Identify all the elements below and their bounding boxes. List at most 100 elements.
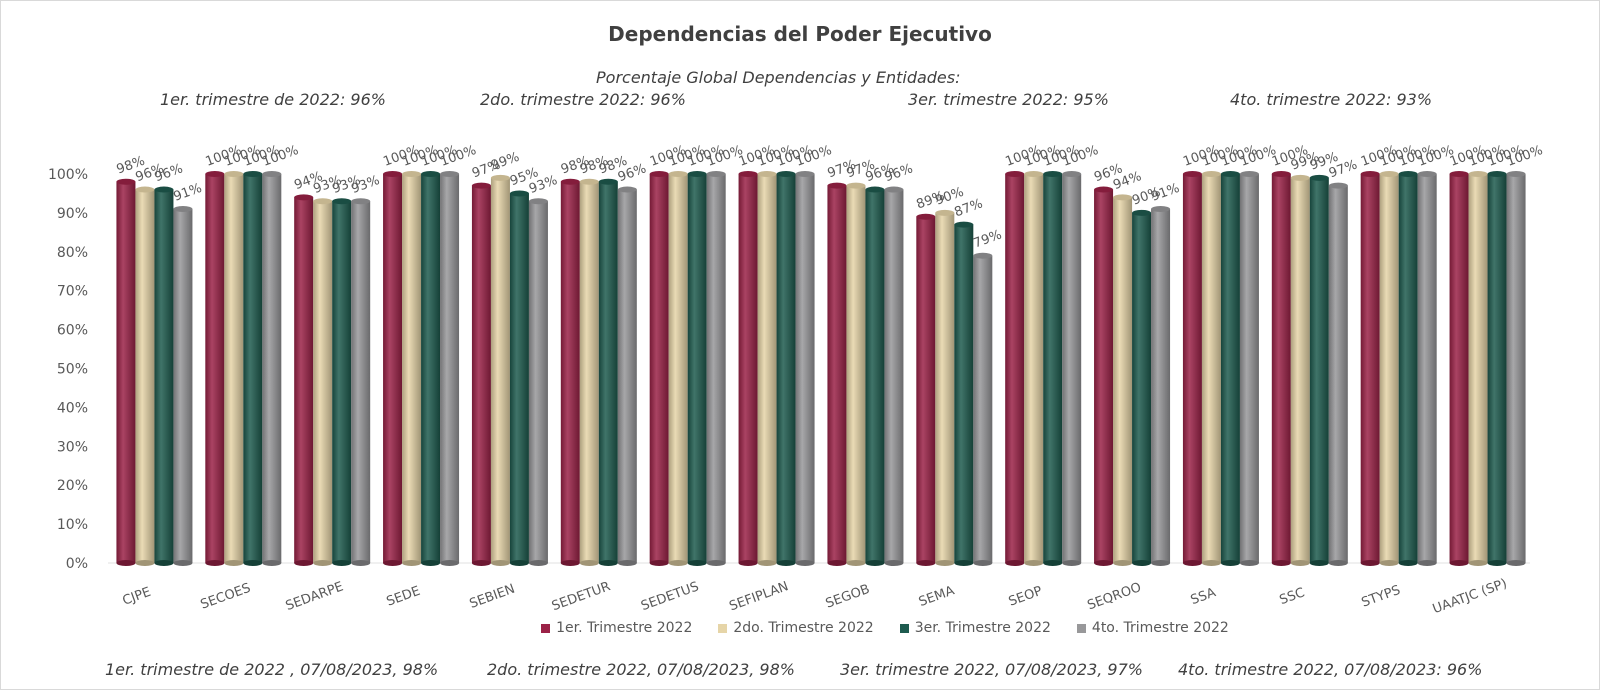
bar-cap — [1239, 171, 1259, 177]
bar — [224, 174, 244, 563]
bar — [440, 174, 460, 563]
bar-base — [224, 560, 244, 566]
bar — [116, 181, 136, 563]
legend-swatch-q4 — [1076, 623, 1086, 633]
bar-cap — [402, 171, 422, 177]
category-label: SEDARPE — [284, 579, 346, 614]
bar-base — [795, 560, 815, 566]
category-label: SECOES — [199, 581, 253, 613]
bar-cap — [1328, 182, 1348, 189]
bar-cap — [294, 194, 314, 201]
bar — [294, 197, 314, 563]
bar-base — [846, 560, 866, 566]
legend-item-q2: 2do. Trimestre 2022 — [718, 620, 874, 636]
bar — [528, 201, 548, 564]
bar-base — [1398, 560, 1418, 566]
bar — [471, 185, 491, 564]
bar — [738, 174, 758, 563]
bar — [795, 174, 815, 563]
bar-base — [1094, 560, 1114, 566]
bar-cap — [916, 213, 936, 220]
bar-cap — [383, 171, 403, 177]
bar-base — [884, 560, 904, 566]
y-tick-label: 0% — [66, 556, 88, 572]
bar — [1506, 174, 1526, 563]
footer-note-q4: 4to. trimestre 2022, 07/08/2023: 96% — [1178, 660, 1483, 679]
category-label: SEMA — [917, 583, 957, 610]
bar-cap — [440, 171, 460, 177]
bar — [383, 174, 403, 563]
legend-label-q4: 4to. Trimestre 2022 — [1091, 620, 1229, 636]
legend-item-q3: 3er. Trimestre 2022 — [899, 620, 1051, 636]
bar-base — [1201, 560, 1221, 566]
bar-cap — [1398, 171, 1418, 177]
bar-base — [1468, 560, 1488, 566]
legend-label-q3: 3er. Trimestre 2022 — [914, 620, 1051, 636]
y-tick-label: 100% — [48, 167, 88, 183]
bar-cap — [421, 171, 441, 177]
bar — [865, 189, 885, 563]
bar-base — [1309, 560, 1329, 566]
global-q1: 1er. trimestre de 2022: 96% — [160, 90, 386, 109]
bar-cap — [1024, 171, 1044, 177]
bar — [916, 216, 936, 564]
bar-cap — [1005, 171, 1025, 177]
bar-base — [560, 560, 580, 566]
bar-cap — [1487, 171, 1507, 177]
bar — [1024, 174, 1044, 563]
bar — [1379, 174, 1399, 563]
bar — [560, 181, 580, 563]
category-label: CJPE — [121, 585, 153, 609]
bar — [243, 174, 263, 563]
bar-base — [1449, 560, 1469, 566]
y-tick-label: 90% — [57, 206, 88, 222]
bar — [1062, 174, 1082, 563]
bar — [598, 181, 618, 563]
category-label: SEOP — [1007, 584, 1045, 610]
bar-cap — [173, 206, 193, 213]
y-tick-label: 20% — [57, 478, 88, 494]
legend-swatch-q3 — [899, 623, 909, 633]
footer-note-q3: 3er. trimestre 2022, 07/08/2023, 97% — [840, 660, 1143, 679]
bar-cap — [1290, 174, 1310, 181]
bar-cap — [313, 198, 333, 205]
category-label: STYPS — [1360, 583, 1403, 611]
bar-base — [440, 560, 460, 566]
bar — [402, 174, 422, 563]
data-label: 91% — [1149, 181, 1181, 205]
bar-cap — [1379, 171, 1399, 177]
bar-cap — [1220, 171, 1240, 177]
bar-base — [509, 560, 529, 566]
bar-base — [776, 560, 796, 566]
bar — [668, 174, 688, 563]
bar-base — [1182, 560, 1202, 566]
bar — [205, 174, 225, 563]
bar-cap — [1132, 209, 1152, 216]
legend-item-q1: 1er. Trimestre 2022 — [541, 620, 692, 636]
bar-cap — [579, 178, 599, 185]
y-tick-label: 60% — [57, 323, 88, 339]
global-percentage-heading: Porcentaje Global Dependencias y Entidad… — [596, 68, 961, 87]
bar-cap — [954, 221, 974, 228]
bar — [1239, 174, 1259, 563]
bar-cap — [687, 171, 707, 177]
bar-cap — [205, 171, 225, 177]
bar-cap — [1113, 194, 1133, 201]
bar-base — [1220, 560, 1240, 566]
bar-base — [1005, 560, 1025, 566]
bar-base — [1487, 560, 1507, 566]
bar-cap — [490, 174, 510, 181]
bar-cap — [1062, 171, 1082, 177]
y-tick-label: 30% — [57, 439, 88, 455]
bar-base — [706, 560, 726, 566]
bar-base — [1132, 560, 1152, 566]
legend-label-q2: 2do. Trimestre 2022 — [733, 620, 874, 636]
data-label: 99% — [489, 150, 521, 174]
category-label: UAATJC (SP) — [1431, 576, 1509, 617]
legend-swatch-q2 — [718, 623, 728, 633]
bar-base — [1417, 560, 1437, 566]
legend-item-q4: 4to. Trimestre 2022 — [1076, 620, 1229, 636]
bar-base — [1506, 560, 1526, 566]
bar — [154, 189, 174, 563]
bar-cap — [1201, 171, 1221, 177]
